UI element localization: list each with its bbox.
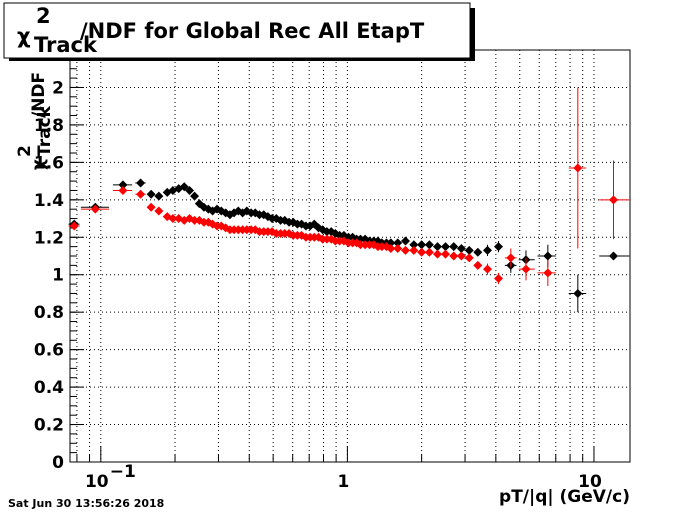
data-point: [136, 178, 146, 188]
data-point: [464, 245, 474, 255]
data-point: [543, 251, 553, 261]
data-point: [146, 189, 156, 199]
x-tick-exponent: −1: [110, 462, 136, 482]
data-point: [417, 247, 427, 257]
data-point: [433, 249, 443, 259]
y-title-chi-symbol: χ: [29, 159, 49, 170]
data-point: [409, 240, 419, 250]
data-point: [521, 264, 531, 274]
data-point: [190, 215, 200, 225]
data-point: [456, 251, 466, 261]
y-tick-label: 0.2: [34, 416, 64, 436]
data-point: [493, 242, 503, 252]
y-tick-label: 1.4: [34, 191, 64, 211]
title-chi-symbol: χ: [17, 24, 31, 48]
data-point: [441, 242, 451, 252]
data-point: [573, 163, 583, 173]
title-chi-sup: 2: [36, 4, 51, 28]
data-point: [424, 240, 434, 250]
y-tick-label: 1.6: [34, 153, 64, 173]
y-tick-label: 2: [52, 78, 64, 98]
data-point: [543, 268, 553, 278]
x-tick-label: 10: [578, 472, 602, 492]
data-point: [69, 221, 79, 231]
data-point: [441, 249, 451, 259]
y-tick-label: 0.8: [34, 303, 64, 323]
y-tick-label: 1.8: [34, 116, 64, 136]
data-point: [433, 242, 443, 252]
plot-area: [69, 49, 631, 463]
data-point: [573, 288, 583, 298]
x-tick-base: 10: [85, 472, 109, 492]
y-tick-label: 0: [52, 453, 64, 473]
y-tick-label: 0.4: [34, 378, 64, 398]
data-marks: [68, 87, 630, 313]
data-point: [154, 191, 164, 201]
chart-title: /NDF for Global Rec All EtapT: [80, 19, 425, 43]
data-point: [179, 182, 189, 192]
data-point: [456, 244, 466, 254]
data-point: [400, 236, 410, 246]
x-tick-label: 1: [337, 472, 349, 492]
data-point: [168, 214, 178, 224]
data-point: [377, 242, 387, 252]
data-point: [506, 253, 516, 263]
grid: [70, 50, 630, 462]
y-axis-title: χ 2 Track /NDF: [15, 72, 55, 170]
y-tick-label: 1: [52, 266, 64, 286]
data-point: [464, 253, 474, 263]
series-1: [68, 87, 630, 286]
data-point: [424, 247, 434, 257]
data-point: [146, 202, 156, 212]
x-tick-base: 1: [337, 472, 349, 492]
data-point: [417, 240, 427, 250]
y-axis-label: /NDF: [29, 72, 49, 118]
data-point: [608, 195, 618, 205]
y-tick-label: 1.2: [34, 228, 64, 248]
data-point: [608, 251, 618, 261]
data-point: [473, 247, 483, 257]
data-point: [118, 185, 128, 195]
data-point: [185, 185, 195, 195]
title-box: χ 2 Track /NDF for Global Rec All EtapT: [3, 2, 475, 61]
data-point: [393, 244, 403, 254]
data-point: [154, 206, 164, 216]
data-point: [190, 191, 200, 201]
data-point: [482, 245, 492, 255]
y-tick-label: 0.6: [34, 341, 64, 361]
data-point: [449, 251, 459, 261]
data-point: [386, 244, 396, 254]
data-point: [355, 240, 365, 250]
data-point: [118, 180, 128, 190]
x-tick-base: 10: [578, 472, 602, 492]
data-point: [400, 245, 410, 255]
data-point: [493, 273, 503, 283]
y-axis: 0 0.2 0.4 0.6 0.8 1 1.2 1.4 1.6 1.8 2: [34, 49, 84, 473]
timestamp: Sat Jun 30 13:56:26 2018: [8, 497, 164, 510]
title-chi-sub: Track: [34, 33, 98, 57]
data-point: [409, 245, 419, 255]
data-point: [136, 189, 146, 199]
data-point: [482, 264, 492, 274]
x-tick-label: 10 −1: [85, 462, 136, 492]
x-axis: 10 −1 1 10: [76, 446, 602, 492]
y-title-chi-sub: Track: [35, 105, 55, 157]
x-axis-label: pT/|q| (GeV/c): [499, 487, 630, 507]
data-point: [90, 204, 100, 214]
data-point: [473, 260, 483, 270]
data-point: [393, 238, 403, 248]
data-point: [449, 242, 459, 252]
y-title-chi-sup: 2: [15, 145, 35, 157]
